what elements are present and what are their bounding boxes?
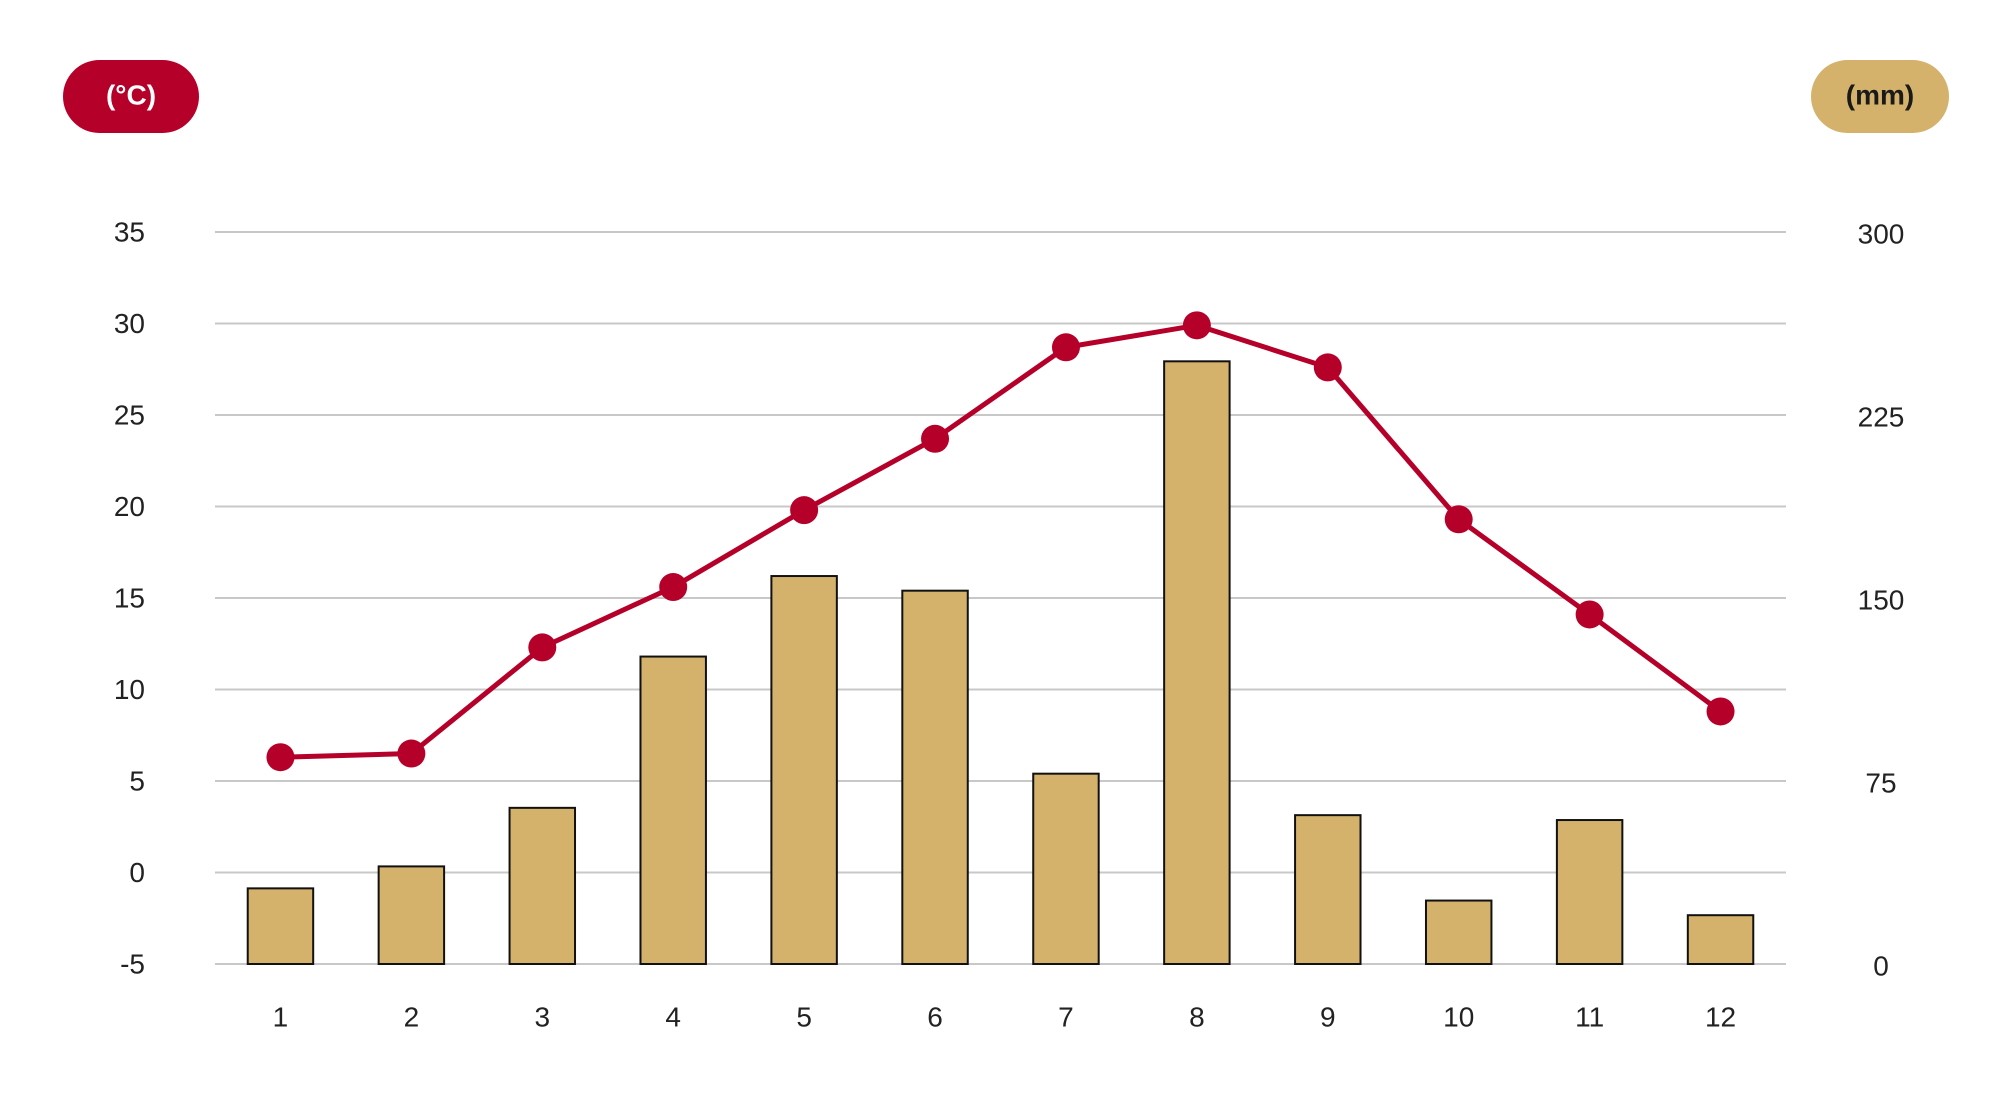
line-marker <box>1444 505 1473 534</box>
x-tick-label: 11 <box>1575 1001 1604 1032</box>
bar <box>377 865 446 966</box>
y2-tick-label: 150 <box>1858 584 1905 615</box>
bar <box>1294 814 1362 965</box>
x-tick-label: 10 <box>1443 1001 1474 1032</box>
x-tick-label: 3 <box>535 1001 551 1032</box>
x-tick-label: 12 <box>1705 1001 1736 1032</box>
y-tick-label: 20 <box>114 491 145 522</box>
line <box>280 322 1723 760</box>
y-tick-label: 0 <box>129 857 145 888</box>
line-marker <box>1706 697 1735 726</box>
line-marker <box>266 743 295 772</box>
y2-axis-label: (mm) <box>1846 79 1914 110</box>
line-marker <box>921 424 950 453</box>
y2-tick-label: 0 <box>1873 950 1889 981</box>
bar <box>1424 899 1493 965</box>
line-marker <box>528 633 557 662</box>
bar <box>1163 360 1231 965</box>
y2-tick-label: 300 <box>1858 218 1905 249</box>
line-marker <box>1051 333 1080 362</box>
line-marker <box>397 739 426 768</box>
y2-label-badge <box>1811 60 1949 133</box>
x-tick-label: 2 <box>404 1001 420 1032</box>
y-tick-label: 25 <box>114 399 145 430</box>
bar <box>1686 914 1755 966</box>
y-label-badge <box>63 60 199 133</box>
bar <box>901 589 969 965</box>
line-marker <box>1575 600 1604 629</box>
bar <box>770 575 838 965</box>
x-tick-label: 9 <box>1320 1001 1336 1032</box>
x-tick-label: 4 <box>665 1001 681 1032</box>
y2-tick-label: 75 <box>1865 767 1896 798</box>
x-tick-label: 8 <box>1189 1001 1205 1032</box>
x-tick-label: 1 <box>273 1001 289 1032</box>
y-tick-label: 15 <box>114 582 145 613</box>
bar <box>639 655 707 965</box>
x-tick-label: 5 <box>796 1001 812 1032</box>
line-marker <box>1182 311 1211 340</box>
x-tick-label: 7 <box>1058 1001 1074 1032</box>
line-marker <box>1313 353 1342 382</box>
bar <box>1032 772 1100 965</box>
y-tick-label: 35 <box>114 216 145 247</box>
y-tick-label: -5 <box>120 948 145 979</box>
y-tick-label: 10 <box>114 674 145 705</box>
bar <box>1555 819 1624 965</box>
x-tick-label: 6 <box>927 1001 943 1032</box>
bar <box>508 806 577 966</box>
line-marker <box>659 573 688 602</box>
y-axis-label: (°C) <box>106 79 156 110</box>
y2-tick-label: 225 <box>1858 401 1905 432</box>
line-marker <box>790 496 819 525</box>
y-tick-label: 5 <box>129 765 145 796</box>
y-tick-label: 30 <box>114 308 145 339</box>
bar <box>246 887 315 965</box>
